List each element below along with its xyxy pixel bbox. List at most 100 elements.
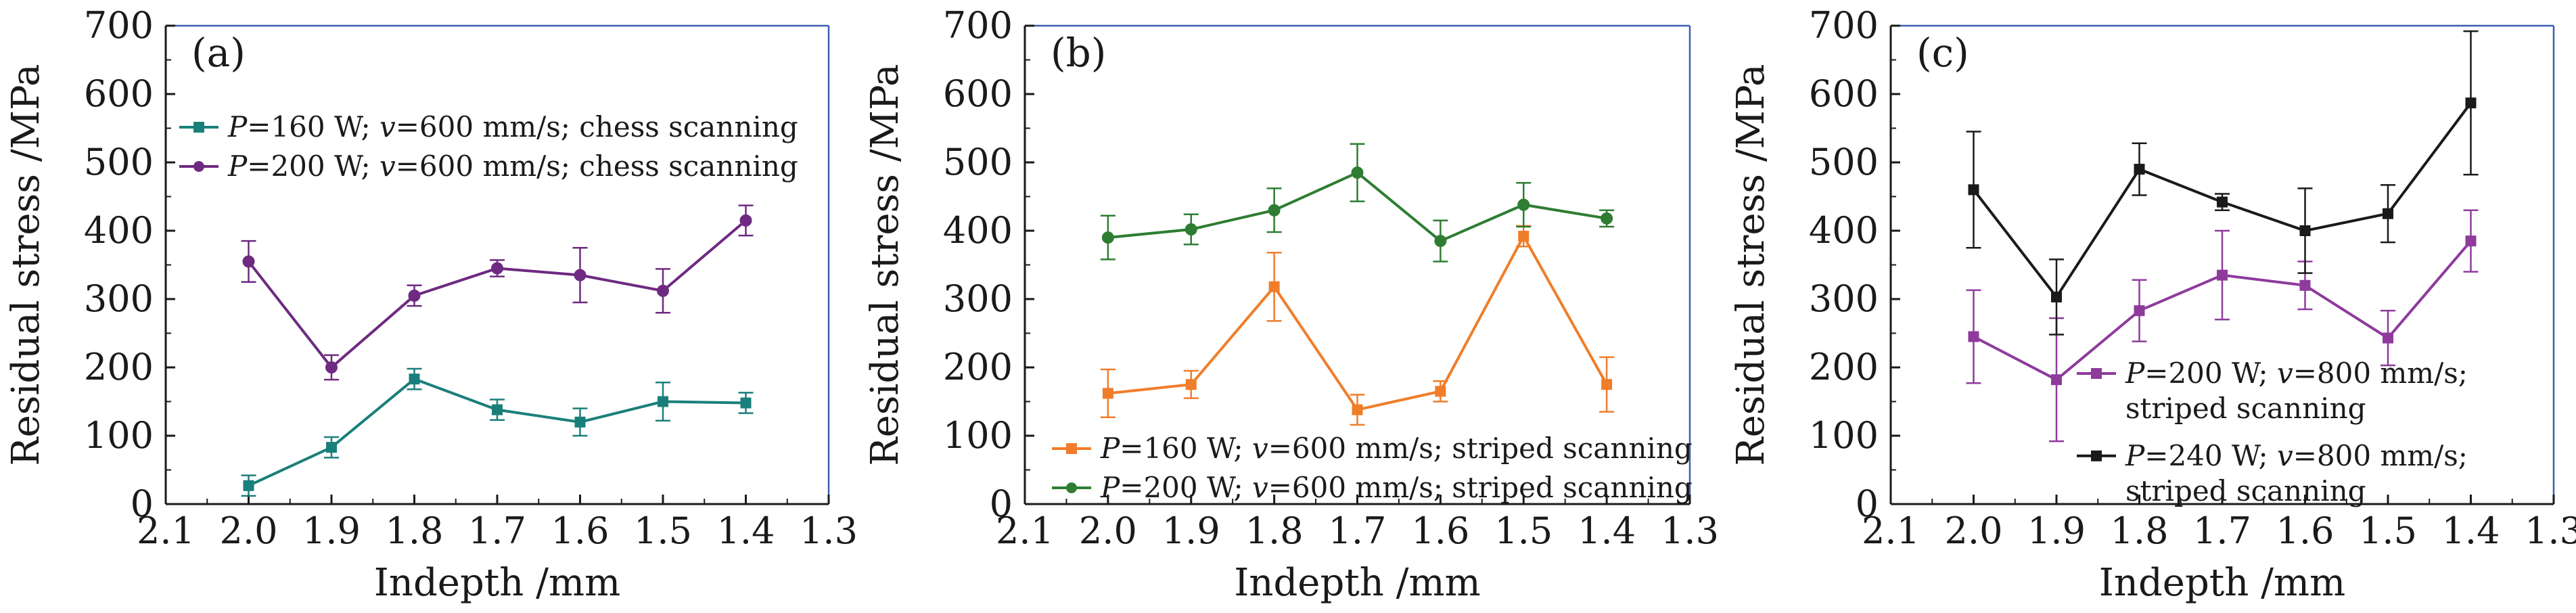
x-tick-label: 1.6 bbox=[1411, 509, 1469, 552]
x-tick-label: 1.7 bbox=[1329, 509, 1387, 552]
y-tick-label: 700 bbox=[943, 4, 1013, 47]
y-tick-label: 600 bbox=[1809, 72, 1879, 115]
series-2 bbox=[1966, 30, 2479, 336]
legend-entry-2: P=200 W; v=600 mm/s; chess scanning bbox=[179, 150, 798, 183]
y-tick-label: 200 bbox=[943, 346, 1013, 388]
x-tick-label: 1.4 bbox=[717, 509, 775, 552]
data-point bbox=[2299, 225, 2311, 236]
panel-label: (a) bbox=[191, 30, 246, 76]
data-point bbox=[1268, 204, 1281, 217]
data-point bbox=[658, 396, 668, 407]
legend-label: P=200 W; v=600 mm/s; chess scanning bbox=[227, 150, 798, 183]
data-point bbox=[1968, 184, 1979, 196]
legend-marker bbox=[2091, 368, 2102, 379]
series-2 bbox=[241, 204, 754, 381]
legend-label-line2: striped scanning bbox=[2125, 474, 2366, 507]
data-point bbox=[1601, 379, 1613, 390]
legend-marker bbox=[193, 161, 204, 172]
data-point bbox=[2217, 269, 2228, 281]
y-axis-title: Residual stress /MPa bbox=[1729, 64, 1773, 466]
legend-label: P=200 W; v=600 mm/s; striped scanning bbox=[1100, 471, 1693, 504]
x-tick-label: 2.1 bbox=[137, 509, 195, 552]
data-point bbox=[739, 214, 752, 227]
y-tick-label: 300 bbox=[84, 277, 154, 320]
chart-panel-3: 2.1 2.0 1.9 1.8 1.7 1.6 1.5 1.4 1.3 0 100 200 300 400… bbox=[1729, 4, 2576, 605]
x-tick-label: 1.9 bbox=[1162, 509, 1220, 552]
legend-marker bbox=[1066, 482, 1077, 493]
x-tick-label: 1.9 bbox=[302, 509, 361, 552]
data-point bbox=[2299, 279, 2311, 291]
data-point bbox=[409, 373, 420, 385]
data-point bbox=[740, 397, 752, 409]
legend-entry-1: P=200 W; v=800 mm/s;striped scanning bbox=[2077, 357, 2468, 425]
data-point bbox=[1968, 331, 1979, 342]
series-line bbox=[247, 219, 747, 369]
y-axis-title: Residual stress /MPa bbox=[4, 64, 48, 466]
series-line bbox=[248, 377, 746, 487]
data-point bbox=[326, 442, 337, 453]
x-tick-label: 2.1 bbox=[996, 509, 1054, 552]
chart-panel-1: 2.1 2.0 1.9 1.8 1.7 1.6 1.5 1.4 1.3 0 100 200 300 400… bbox=[4, 4, 858, 605]
data-point bbox=[1435, 386, 1446, 397]
legend-marker bbox=[2091, 450, 2102, 461]
y-tick-label: 0 bbox=[131, 482, 154, 525]
data-point bbox=[2465, 235, 2477, 247]
y-tick-label: 100 bbox=[1809, 414, 1879, 457]
y-tick-label: 700 bbox=[1809, 4, 1879, 47]
legend-entry-2: P=240 W; v=800 mm/s;striped scanning bbox=[2077, 439, 2468, 507]
y-tick-label: 200 bbox=[84, 346, 154, 388]
x-tick-label: 2.0 bbox=[220, 509, 278, 552]
panel-label: (b) bbox=[1051, 30, 1106, 76]
data-point bbox=[1517, 198, 1530, 211]
y-tick-label: 100 bbox=[943, 414, 1013, 457]
legend-marker bbox=[193, 122, 204, 133]
data-point bbox=[2217, 196, 2228, 208]
data-point bbox=[1351, 166, 1364, 179]
y-tick-label: 600 bbox=[943, 72, 1013, 115]
x-tick-label: 1.4 bbox=[2442, 509, 2500, 552]
legend-marker bbox=[1066, 443, 1077, 454]
data-point bbox=[2134, 305, 2145, 317]
data-point bbox=[1352, 404, 1363, 415]
data-point bbox=[1434, 235, 1447, 248]
x-axis-title: Indepth /mm bbox=[2099, 561, 2345, 605]
y-axis-title: Residual stress /MPa bbox=[863, 64, 907, 466]
y-tick-label: 400 bbox=[84, 209, 154, 252]
series-2 bbox=[1100, 143, 1615, 263]
y-tick-label: 400 bbox=[1809, 209, 1879, 252]
y-tick-label: 300 bbox=[1809, 277, 1879, 320]
data-point bbox=[2051, 374, 2062, 386]
x-tick-label: 2.0 bbox=[1945, 509, 2003, 552]
panel-label: (c) bbox=[1916, 30, 1969, 76]
data-point bbox=[1268, 281, 1280, 292]
y-tick-label: 100 bbox=[84, 414, 154, 457]
legend-label: P=160 W; v=600 mm/s; striped scanning bbox=[1100, 432, 1693, 465]
x-tick-label: 1.9 bbox=[2027, 509, 2086, 552]
data-point bbox=[2051, 291, 2062, 302]
series-1 bbox=[1100, 225, 1615, 426]
data-point bbox=[1101, 231, 1114, 244]
x-tick-label: 2.1 bbox=[1862, 509, 1920, 552]
x-tick-label: 1.3 bbox=[800, 509, 858, 552]
x-tick-label: 1.5 bbox=[634, 509, 692, 552]
y-tick-label: 300 bbox=[943, 277, 1013, 320]
x-tick-label: 1.6 bbox=[2276, 509, 2334, 552]
y-tick-label: 500 bbox=[84, 141, 154, 183]
data-point bbox=[408, 289, 421, 302]
x-tick-label: 1.6 bbox=[551, 509, 610, 552]
data-point bbox=[325, 361, 338, 373]
y-tick-label: 600 bbox=[84, 72, 154, 115]
x-tick-label: 1.7 bbox=[2193, 509, 2251, 552]
data-point bbox=[2465, 97, 2477, 109]
data-point bbox=[491, 262, 503, 275]
legend-label: P=240 W; v=800 mm/s; bbox=[2125, 439, 2468, 472]
x-tick-label: 1.3 bbox=[2525, 509, 2576, 552]
x-tick-label: 1.3 bbox=[1661, 509, 1719, 552]
x-tick-label: 1.8 bbox=[1245, 509, 1304, 552]
data-point bbox=[1102, 388, 1113, 399]
x-axis-title: Indepth /mm bbox=[374, 561, 620, 605]
y-tick-label: 200 bbox=[1809, 346, 1879, 388]
y-tick-label: 0 bbox=[990, 482, 1013, 525]
x-tick-label: 1.7 bbox=[468, 509, 526, 552]
x-tick-label: 1.8 bbox=[2111, 509, 2169, 552]
